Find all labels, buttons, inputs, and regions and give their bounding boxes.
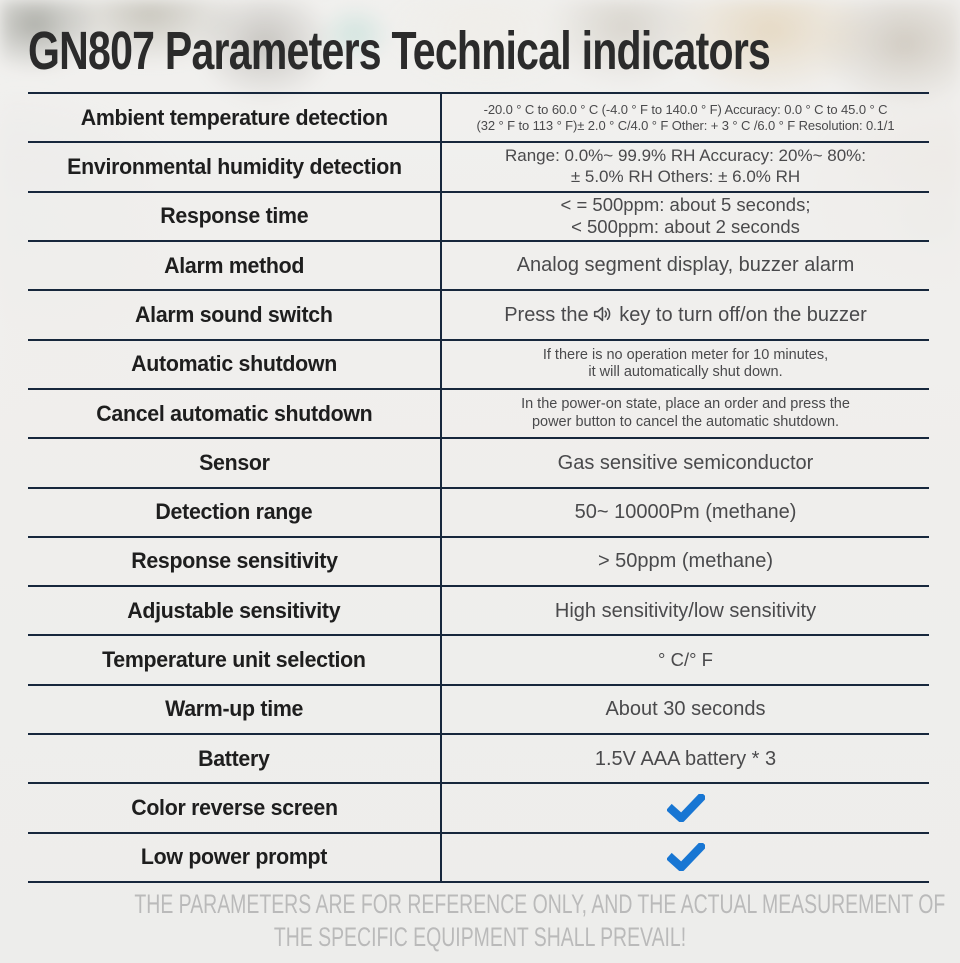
row-label-cell: Cancel automatic shutdown [28, 389, 442, 438]
row-label: Automatic shutdown [131, 351, 337, 377]
row-value-text: > 50ppm (methane) [597, 550, 774, 573]
row-value-text: power button to cancel the automatic shu… [531, 413, 840, 430]
table-row-temperature-unit-selection: Temperature unit selection ° C/° F [28, 636, 929, 686]
row-value-text: ± 5.0% RH Others: ± 6.0% RH [570, 166, 801, 186]
table-row-adjustable-sensitivity: Adjustable sensitivity High sensitivity/… [28, 587, 929, 637]
row-label-cell: Ambient temperature detection [28, 94, 442, 142]
page-title: GN807 Parameters Technical indicators [28, 21, 771, 81]
row-value-cell: Range: 0.0%~ 99.9% RH Accuracy: 20%~ 80%… [442, 143, 929, 190]
row-label-cell: Alarm method [28, 241, 442, 290]
row-label: Warm-up time [164, 696, 303, 722]
table-row-color-reverse-screen: Color reverse screen [28, 784, 929, 834]
table-row-cancel-automatic-shutdown: Cancel automatic shutdown In the power-o… [28, 389, 929, 440]
row-label: Alarm method [164, 252, 304, 278]
row-value-cell: About 30 seconds [442, 686, 929, 733]
row-label: Cancel automatic shutdown [95, 400, 373, 426]
row-label-cell: Detection range [28, 488, 442, 536]
check-icon [666, 843, 705, 872]
row-label: Color reverse screen [130, 795, 338, 821]
row-value-text: -20.0 ° C to 60.0 ° C (-4.0 ° F to 140.0… [483, 101, 888, 117]
row-value-text: Range: 0.0%~ 99.9% RH Accuracy: 20%~ 80%… [505, 146, 866, 166]
row-label-cell: Response sensitivity [28, 537, 442, 586]
row-value-cell: ° C/° F [442, 636, 929, 683]
row-label: Temperature unit selection [102, 647, 366, 673]
row-value-text: < = 500ppm: about 5 seconds; [560, 193, 811, 215]
table-row-battery: Battery 1.5V AAA battery * 3 [28, 735, 929, 785]
row-value-cell: Analog segment display, buzzer alarm [442, 242, 929, 289]
row-label: Low power prompt [140, 844, 328, 870]
table-row-ambient-temperature-detection: Ambient temperature detection -20.0 ° C … [28, 94, 929, 144]
table-row-response-sensitivity: Response sensitivity > 50ppm (methane) [28, 537, 929, 588]
row-label: Alarm sound switch [135, 301, 333, 327]
table-row-response-time: Response time < = 500ppm: about 5 second… [28, 192, 929, 242]
table-row-detection-range: Detection range 50~ 10000Pm (methane) [28, 488, 929, 538]
row-label-cell: Low power prompt [28, 833, 442, 881]
table-row-automatic-shutdown: Automatic shutdown If there is no operat… [28, 340, 929, 390]
row-value-cell: 1.5V AAA battery * 3 [442, 735, 929, 782]
spec-table: Ambient temperature detection -20.0 ° C … [28, 92, 929, 883]
row-label: Response sensitivity [130, 548, 338, 574]
row-label: Ambient temperature detection [80, 104, 388, 130]
row-value-text: 50~ 10000Pm (methane) [574, 500, 797, 523]
row-label: Response time [159, 203, 309, 229]
table-row-low-power-prompt: Low power prompt [28, 833, 929, 883]
row-label-cell: Color reverse screen [28, 784, 442, 832]
row-label-cell: Automatic shutdown [28, 340, 442, 388]
row-value-text: Analog segment display, buzzer alarm [516, 254, 855, 277]
row-label-cell: Battery [28, 735, 442, 783]
row-value-text: Gas sensitive semiconductor [557, 451, 814, 474]
check-icon [666, 794, 705, 823]
table-row-alarm-method: Alarm method Analog segment display, buz… [28, 241, 929, 292]
row-label: Adjustable sensitivity [127, 597, 341, 623]
row-value-cell [442, 784, 929, 831]
row-value-cell: In the power-on state, place an order an… [442, 390, 929, 437]
row-value-text: it will automatically shut down. [588, 364, 783, 381]
row-value-cell [442, 834, 929, 881]
row-label: Battery [198, 745, 270, 771]
row-value-text: In the power-on state, place an order an… [521, 395, 850, 412]
row-value-text: High sensitivity/low sensitivity [554, 599, 817, 622]
row-label-cell: Response time [28, 192, 442, 240]
table-row-environmental-humidity-detection: Environmental humidity detection Range: … [28, 143, 929, 193]
row-value-text: < 500ppm: about 2 seconds [571, 216, 800, 238]
row-label-cell: Alarm sound switch [28, 291, 442, 339]
row-value-cell: 50~ 10000Pm (methane) [442, 489, 929, 536]
row-value-text: About 30 seconds [605, 698, 766, 721]
speaker-sound-icon [593, 306, 611, 321]
row-label-cell: Warm-up time [28, 685, 442, 734]
row-value-text: If there is no operation meter for 10 mi… [542, 346, 829, 363]
table-row-warm-up-time: Warm-up time About 30 seconds [28, 685, 929, 736]
row-value-cell: > 50ppm (methane) [442, 538, 929, 585]
row-value-text: ° C/° F [658, 648, 713, 670]
row-value-cell: Gas sensitive semiconductor [442, 439, 929, 486]
table-row-alarm-sound-switch: Alarm sound switch Press the key to turn… [28, 291, 929, 341]
disclaimer-line-1: THE PARAMETERS ARE FOR REFERENCE ONLY, A… [134, 889, 946, 919]
row-label-cell: Adjustable sensitivity [28, 587, 442, 635]
disclaimer: THE PARAMETERS ARE FOR REFERENCE ONLY, A… [134, 888, 946, 954]
row-value-text: Press the key to turn off/on the buzzer [504, 303, 867, 326]
row-value-cell: High sensitivity/low sensitivity [442, 587, 929, 634]
row-label: Environmental humidity detection [66, 153, 402, 179]
row-value-text: (32 ° F to 113 ° F)± 2.0 ° C/4.0 ° F Oth… [476, 117, 895, 133]
row-value-cell: -20.0 ° C to 60.0 ° C (-4.0 ° F to 140.0… [442, 94, 929, 141]
disclaimer-line-2: THE SPECIFIC EQUIPMENT SHALL PREVAIL! [273, 921, 687, 952]
row-label-cell: Environmental humidity detection [28, 143, 442, 191]
row-label-cell: Temperature unit selection [28, 636, 442, 684]
row-value-cell: < = 500ppm: about 5 seconds; < 500ppm: ab… [442, 193, 929, 240]
row-value-cell: Press the key to turn off/on the buzzer [442, 291, 929, 338]
row-label: Detection range [155, 499, 313, 525]
row-value-text: 1.5V AAA battery * 3 [594, 747, 777, 770]
table-row-sensor: Sensor Gas sensitive semiconductor [28, 439, 929, 489]
row-label-cell: Sensor [28, 439, 442, 487]
row-value-cell: If there is no operation meter for 10 mi… [442, 341, 929, 388]
row-label: Sensor [198, 449, 270, 475]
